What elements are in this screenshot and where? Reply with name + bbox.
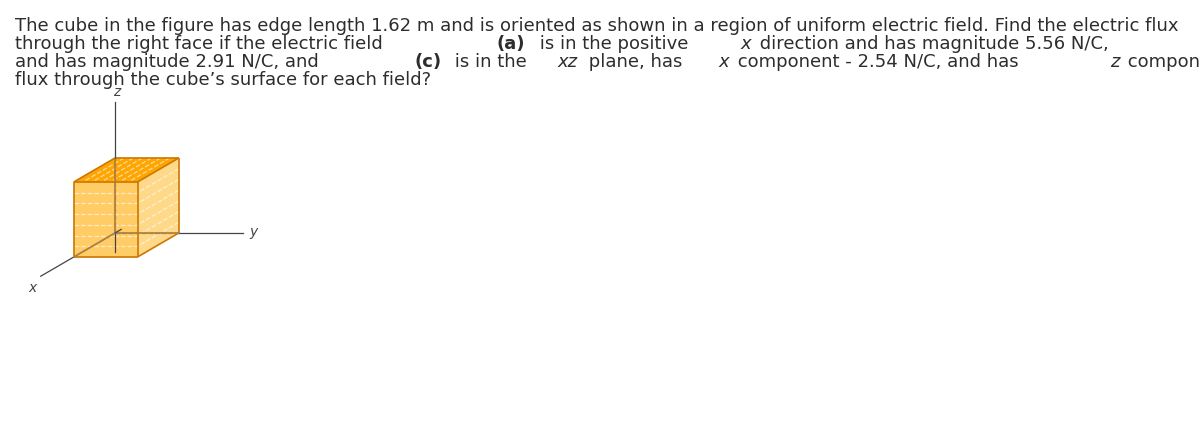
Text: xz: xz [557,53,577,71]
Text: and has magnitude 2.91 N/C, and: and has magnitude 2.91 N/C, and [14,53,324,71]
Polygon shape [73,182,138,257]
Text: x: x [740,35,751,53]
Text: x: x [719,53,730,71]
Text: flux through the cube’s surface for each field?: flux through the cube’s surface for each… [14,71,431,89]
Polygon shape [138,158,179,257]
Text: y: y [250,225,258,239]
Polygon shape [73,158,179,182]
Text: is in the positive: is in the positive [534,35,694,53]
Text: through the right face if the electric field: through the right face if the electric f… [14,35,389,53]
Text: z: z [113,85,121,99]
Text: component 5.32 N/C.: component 5.32 N/C. [1122,53,1200,71]
Text: plane, has: plane, has [583,53,688,71]
Text: direction and has magnitude 5.56 N/C,: direction and has magnitude 5.56 N/C, [754,35,1115,53]
Text: The cube in the figure has edge length 1.62 m and is oriented as shown in a regi: The cube in the figure has edge length 1… [14,17,1178,35]
Text: is in the: is in the [449,53,533,71]
Text: x: x [29,281,37,295]
Text: (c): (c) [414,53,442,71]
Text: component - 2.54 N/C, and has: component - 2.54 N/C, and has [732,53,1025,71]
Text: (a): (a) [497,35,526,53]
Text: z: z [1110,53,1120,71]
